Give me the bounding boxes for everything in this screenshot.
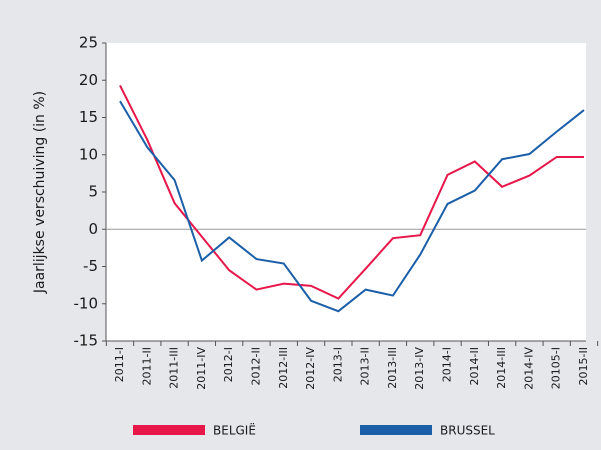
legend-label: BRUSSEL	[440, 424, 495, 438]
series-line	[119, 85, 584, 300]
y-tick-label: 20	[79, 71, 98, 89]
x-tick-label: 2011-II	[140, 347, 153, 385]
legend-swatch	[360, 425, 432, 435]
y-tick-label: 0	[88, 220, 98, 238]
y-tick-label: -10	[74, 294, 99, 312]
y-axis-label: Jaarlijkse verschuiving (in %)	[32, 91, 48, 294]
x-tick-label: 2012-IV	[304, 347, 317, 390]
x-tick-label: 2014-IV	[522, 347, 535, 390]
y-tick-label: -5	[83, 257, 98, 275]
x-tick-label: 2012-I	[222, 347, 235, 382]
y-tick-label: 25	[79, 34, 98, 52]
x-tick-label: 2014-III	[495, 347, 508, 389]
y-tick-label: -15	[74, 332, 99, 350]
x-tick-label: 2014-I	[441, 347, 454, 382]
x-tick-label: 2013-II	[359, 347, 372, 385]
y-tick-label: 10	[79, 145, 98, 163]
x-tick-label: 2011-I	[113, 347, 126, 382]
y-tick-label: 5	[88, 183, 98, 201]
x-tick-label: 2012-III	[277, 347, 290, 389]
y-tick-label: 15	[79, 108, 98, 126]
x-tick-label: 2011-III	[168, 347, 181, 389]
x-tick-label: 2015-II	[577, 347, 590, 385]
x-tick-label: 2013-III	[386, 347, 399, 389]
legend-swatch	[133, 425, 205, 435]
x-tick-label: 20105-I	[550, 347, 563, 389]
x-tick-label: 2012-II	[249, 347, 262, 385]
x-tick-label: 2014-II	[468, 347, 481, 385]
series-line	[119, 100, 585, 313]
x-tick-label: 2013-IV	[413, 347, 426, 390]
legend-label: BELGIË	[213, 423, 256, 438]
x-tick-label: 2013-I	[331, 347, 344, 382]
x-tick-label: 2011-IV	[195, 347, 208, 390]
